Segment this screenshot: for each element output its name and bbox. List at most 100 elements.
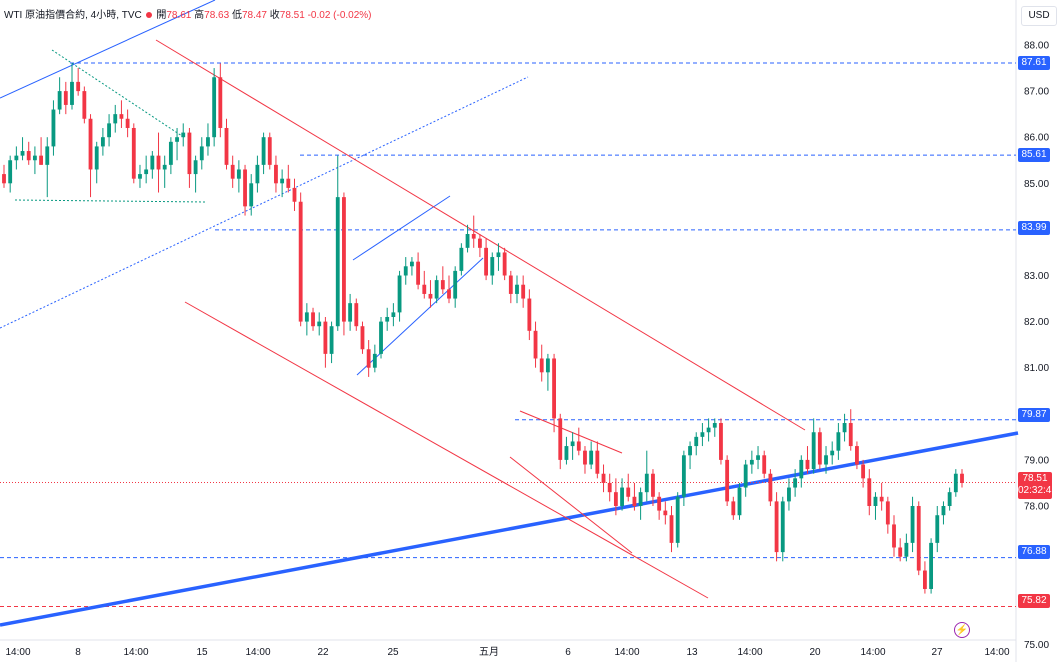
candle-body xyxy=(923,570,927,589)
candle-body xyxy=(842,423,847,433)
candle xyxy=(583,446,587,474)
low-value: 78.47 xyxy=(241,10,267,21)
candle-body xyxy=(286,178,291,188)
candle xyxy=(749,450,754,474)
symbol-title: WTI 原油指價合約, 4小時, TVC xyxy=(4,10,142,21)
candle xyxy=(410,257,414,276)
candle xyxy=(317,312,322,336)
candle-body xyxy=(397,275,402,313)
candle xyxy=(842,413,847,442)
candle xyxy=(558,413,563,470)
time-axis-tick: 14:00 xyxy=(5,647,30,658)
candle xyxy=(26,141,31,165)
candle-body xyxy=(539,358,544,373)
time-axis-tick: 五月 xyxy=(479,646,499,658)
candle-body xyxy=(119,114,124,119)
candle xyxy=(508,270,513,304)
candle-body xyxy=(175,137,179,142)
currency-button[interactable]: USD xyxy=(1021,6,1057,26)
candle xyxy=(335,155,340,331)
candle-body xyxy=(243,169,247,207)
candle xyxy=(545,353,550,391)
time-axis-tick: 6 xyxy=(565,647,571,658)
candle-body xyxy=(496,252,501,258)
candle-body xyxy=(63,91,68,105)
candle-body xyxy=(379,321,383,354)
candle xyxy=(329,321,334,364)
time-axis-tick: 14:00 xyxy=(737,647,762,658)
candle-body xyxy=(731,501,736,516)
candle-body xyxy=(39,155,43,165)
lightning-icon[interactable]: ⚡ xyxy=(954,622,970,638)
candle xyxy=(138,164,142,188)
candle xyxy=(181,123,186,147)
price-axis-tick: 86.00 xyxy=(1024,133,1049,144)
candle xyxy=(459,243,464,276)
candle xyxy=(799,455,804,488)
candle-body xyxy=(910,506,915,543)
candle xyxy=(94,141,99,184)
candle xyxy=(477,234,482,258)
candle xyxy=(255,155,260,193)
candle xyxy=(743,459,748,497)
candle xyxy=(403,257,408,285)
candle-body xyxy=(113,114,118,124)
candle-body xyxy=(669,515,674,543)
candle xyxy=(131,123,136,184)
candle xyxy=(391,303,396,327)
candle-body xyxy=(459,247,464,271)
close-label: 收 xyxy=(269,10,280,21)
time-axis-tick: 14:00 xyxy=(614,647,639,658)
candle xyxy=(440,266,445,294)
candle xyxy=(57,77,62,115)
candle-body xyxy=(762,455,767,474)
candle-body xyxy=(601,473,606,483)
candle xyxy=(527,289,532,341)
candle-body xyxy=(811,432,816,470)
candle xyxy=(564,436,569,465)
time-axis-tick: 20 xyxy=(809,647,821,658)
candle xyxy=(706,418,711,442)
candle-body xyxy=(780,501,785,553)
candle-body xyxy=(502,252,507,276)
candle-body xyxy=(873,496,878,506)
candle xyxy=(20,137,25,161)
candle-body xyxy=(100,137,105,147)
candle-body xyxy=(793,478,798,488)
candle-body xyxy=(848,423,853,447)
candle xyxy=(626,473,631,502)
candle xyxy=(960,469,964,488)
candle xyxy=(187,127,192,188)
candle xyxy=(651,469,655,506)
candle xyxy=(206,123,210,156)
candle-body xyxy=(206,137,210,147)
candle xyxy=(175,127,179,161)
candle xyxy=(70,63,74,110)
candle-body xyxy=(218,77,223,128)
candle xyxy=(51,100,56,156)
candle-body xyxy=(434,280,439,299)
candle xyxy=(236,160,241,193)
candle xyxy=(774,492,779,562)
candle xyxy=(947,487,952,511)
candle xyxy=(910,496,915,553)
candle-body xyxy=(447,289,451,299)
candle xyxy=(8,155,13,193)
candle-body xyxy=(144,169,149,175)
candle-body xyxy=(564,446,569,460)
candle xyxy=(669,506,674,553)
candle xyxy=(212,68,217,147)
candle-body xyxy=(57,91,62,110)
candle-body xyxy=(168,141,173,165)
candle-body xyxy=(20,151,25,156)
candle-body xyxy=(576,441,581,451)
candle-body xyxy=(267,137,272,165)
candle xyxy=(935,506,940,553)
candle-body xyxy=(317,321,322,327)
symbol-legend: WTI 原油指價合約, 4小時, TVC 開78.61 高78.63 低78.4… xyxy=(4,6,372,21)
channel-line-dotted xyxy=(0,76,529,329)
candle xyxy=(916,501,921,576)
candle-body xyxy=(836,432,841,451)
red-flag-upper xyxy=(519,410,623,454)
